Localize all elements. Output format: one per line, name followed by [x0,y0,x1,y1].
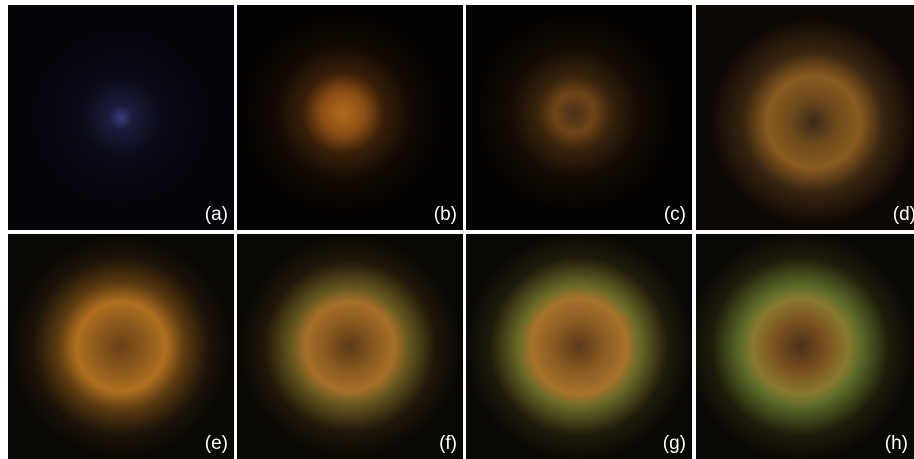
figure: (a) (b) (c) (d) (e) (f) (g) (h) [0,0,914,459]
panel-label: (f) [439,433,457,455]
panel-label: (c) [664,204,686,226]
image-panel: (b) [237,5,463,230]
panel-label: (g) [663,433,686,455]
image-panel: (e) [8,234,234,459]
panel-label: (b) [434,204,457,226]
panel-label: (e) [205,433,228,455]
panel-label: (a) [205,204,228,226]
image-panel: (a) [8,5,234,230]
image-panel: (f) [237,234,463,459]
image-panel: (g) [466,234,692,459]
panel-label: (h) [885,433,908,455]
panel-label: (d) [893,204,914,226]
image-panel: (d) [696,5,914,230]
image-panel: (c) [466,5,692,230]
image-panel: (h) [696,234,914,459]
